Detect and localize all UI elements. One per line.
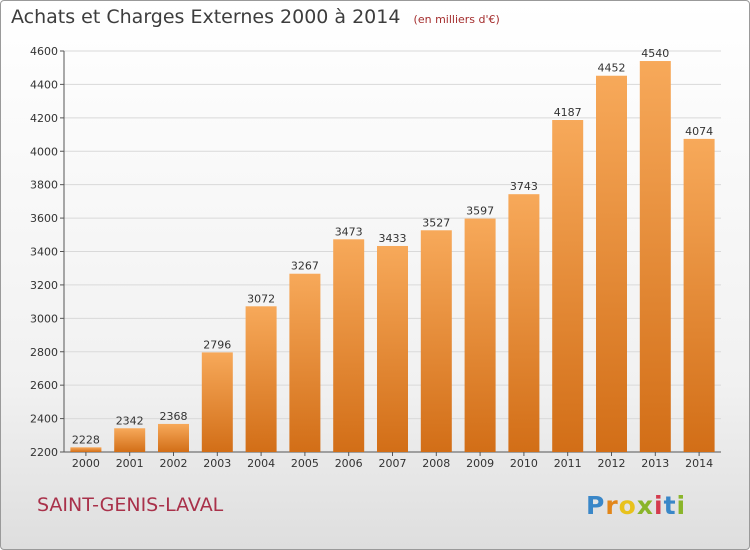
x-tick-label: 2012 [598, 457, 626, 470]
bar-value-label: 2228 [72, 433, 100, 446]
brand-logo-letter: x [636, 491, 654, 520]
x-tick-label: 2011 [554, 457, 582, 470]
y-tick-label: 2800 [30, 346, 58, 359]
bar-value-label: 4452 [598, 62, 626, 75]
bar [333, 239, 365, 452]
y-tick-label: 2400 [30, 413, 58, 426]
y-tick-label: 4400 [30, 78, 58, 91]
brand-logo-letter: i [654, 491, 664, 520]
y-tick-label: 3400 [30, 246, 58, 259]
brand-logo-letter: P [586, 491, 606, 520]
x-tick-label: 2010 [510, 457, 538, 470]
axis-layer: 2200 2400 2600 2800 3000 3200 3400 3600 3800 4000… [30, 45, 721, 470]
bar-value-label: 2368 [160, 410, 188, 423]
y-tick-label: 2200 [30, 446, 58, 459]
y-tick-label: 4600 [30, 45, 58, 58]
bar-value-label: 2796 [203, 338, 231, 351]
bar [245, 306, 277, 452]
y-tick-label: 4200 [30, 112, 58, 125]
chart-title: Achats et Charges Externes 2000 à 2014 [11, 6, 401, 28]
x-tick-label: 2013 [641, 457, 669, 470]
x-tick-label: 2001 [116, 457, 144, 470]
y-tick-label: 3600 [30, 212, 58, 225]
y-tick-label: 3200 [30, 279, 58, 292]
x-tick-label: 2003 [203, 457, 231, 470]
bar-value-label: 4074 [685, 125, 713, 138]
bar [508, 194, 540, 452]
bar-value-label: 3433 [379, 232, 407, 245]
bar-value-label: 3473 [335, 225, 363, 238]
label-layer: 2228 2342 2368 2796 3072 3267 3473 3433 3527 3597… [72, 47, 713, 446]
bar [70, 447, 102, 452]
brand-logo-letter: o [618, 491, 637, 520]
location-label: SAINT-GENIS-LAVAL [37, 494, 224, 516]
bar [158, 423, 189, 452]
bar [114, 428, 146, 452]
y-tick-label: 3800 [30, 179, 58, 192]
bar-value-label: 3267 [291, 260, 319, 273]
bar [464, 218, 496, 452]
bar [639, 61, 671, 453]
bar [201, 352, 233, 452]
bar-value-label: 3743 [510, 180, 538, 193]
x-tick-label: 2002 [160, 457, 188, 470]
bar [596, 75, 627, 452]
bar-value-label: 3527 [422, 216, 450, 229]
bar [377, 245, 408, 452]
bar [552, 120, 584, 452]
bar-value-label: 3072 [247, 292, 275, 305]
brand-logo-letter: t [663, 491, 677, 520]
bar [683, 138, 715, 452]
chart-unit-label: (en milliers d'€) [413, 13, 500, 26]
brand-logo-letter: r [605, 491, 619, 520]
x-tick-label: 2005 [291, 457, 319, 470]
title-row: Achats et Charges Externes 2000 à 2014 (… [11, 6, 500, 28]
brand-logo: Proxiti [586, 491, 686, 520]
bar-value-label: 3597 [466, 205, 494, 218]
y-tick-label: 3000 [30, 312, 58, 325]
brand-logo-letter: i [676, 491, 687, 520]
bar-value-label: 4187 [554, 106, 582, 119]
x-tick-label: 2000 [72, 457, 100, 470]
y-tick-label: 2600 [30, 379, 58, 392]
bar-value-label: 4540 [641, 47, 669, 60]
x-tick-label: 2009 [466, 457, 494, 470]
x-tick-label: 2006 [335, 457, 363, 470]
bar-value-label: 2342 [116, 414, 144, 427]
x-tick-label: 2004 [247, 457, 275, 470]
x-tick-label: 2007 [379, 457, 407, 470]
x-tick-label: 2008 [422, 457, 450, 470]
bar [289, 273, 321, 452]
bar-layer [70, 61, 715, 453]
bar [420, 230, 452, 452]
x-tick-label: 2014 [685, 457, 713, 470]
y-tick-label: 4000 [30, 145, 58, 158]
